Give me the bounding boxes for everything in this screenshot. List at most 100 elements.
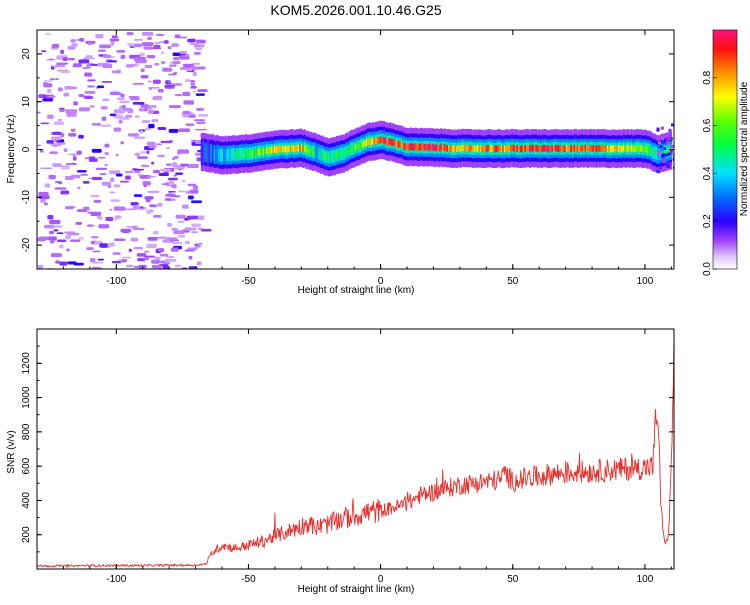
ridge-cell bbox=[668, 147, 671, 155]
noise-cell bbox=[62, 57, 68, 61]
ridge-cell bbox=[338, 151, 341, 158]
ridge-cell bbox=[562, 144, 565, 152]
noise-cell bbox=[157, 127, 167, 130]
edge-blob bbox=[656, 167, 660, 171]
ridge-cell bbox=[643, 145, 646, 153]
noise-cell bbox=[151, 119, 159, 122]
noise-cell bbox=[120, 54, 126, 60]
ridge-cell bbox=[432, 143, 435, 151]
ridge-cell bbox=[245, 149, 248, 157]
noise-cell bbox=[162, 265, 170, 269]
ridge-cell bbox=[527, 144, 530, 152]
noise-cell bbox=[134, 152, 141, 156]
ridge-cell bbox=[519, 145, 522, 153]
ridge-cell bbox=[232, 150, 235, 158]
ridge-cell bbox=[378, 136, 381, 144]
ridge-cell bbox=[221, 151, 224, 159]
edge-blob bbox=[661, 154, 665, 158]
noise-cell bbox=[90, 194, 100, 198]
ridge-cell bbox=[587, 145, 590, 153]
noise-cell bbox=[151, 47, 162, 50]
noise-cell bbox=[107, 60, 117, 63]
ridge-cell bbox=[342, 150, 344, 158]
noise-cell bbox=[140, 107, 145, 111]
edge-blob bbox=[669, 152, 673, 156]
spectrogram-y-label: Frequency (Hz) bbox=[6, 115, 17, 184]
noise-cell bbox=[145, 199, 151, 203]
ridge-cell bbox=[457, 144, 460, 152]
noise-cell bbox=[177, 149, 189, 154]
noise-cell bbox=[197, 89, 208, 93]
ridge-cell bbox=[595, 145, 598, 153]
noise-cell bbox=[57, 119, 62, 121]
noise-cell bbox=[151, 264, 162, 269]
spectrogram-y-tick-label: 20 bbox=[21, 48, 32, 60]
ridge-cell bbox=[276, 146, 279, 153]
noise-cell bbox=[43, 83, 53, 88]
ridge-cell bbox=[375, 137, 378, 145]
ridge-cell bbox=[326, 153, 328, 160]
noise-cell bbox=[134, 115, 140, 118]
edge-blob bbox=[666, 141, 670, 145]
noise-cell bbox=[110, 177, 115, 182]
spectrogram-x-tick-label: 100 bbox=[637, 276, 654, 287]
noise-cell bbox=[132, 82, 144, 85]
noise-cell bbox=[113, 184, 121, 188]
ridge-cell bbox=[332, 152, 335, 160]
edge-blob bbox=[665, 161, 669, 165]
noise-cell bbox=[167, 223, 172, 227]
noise-cell bbox=[41, 50, 47, 53]
noise-cell bbox=[53, 121, 65, 125]
noise-cell bbox=[153, 44, 161, 48]
snr-y-tick-label: 400 bbox=[21, 492, 32, 509]
noise-cell bbox=[91, 148, 102, 153]
ridge-cell bbox=[434, 144, 436, 152]
ridge-cell bbox=[430, 144, 433, 151]
noise-cell bbox=[83, 95, 92, 99]
noise-cell bbox=[126, 32, 134, 36]
noise-cell bbox=[100, 106, 108, 110]
noise-cell bbox=[149, 204, 157, 208]
ridge-cell bbox=[305, 146, 308, 154]
ridge-cell bbox=[571, 145, 574, 153]
noise-cell bbox=[196, 107, 204, 111]
noise-cell bbox=[49, 151, 58, 155]
noise-cell bbox=[86, 247, 94, 251]
ridge-cell bbox=[460, 144, 463, 152]
ridge-cell bbox=[248, 150, 251, 158]
noise-cell bbox=[78, 237, 84, 240]
noise-cell bbox=[127, 109, 134, 114]
ridge-cell bbox=[635, 144, 638, 152]
ridge-cell bbox=[296, 144, 298, 152]
edge-blob bbox=[670, 144, 674, 148]
noise-cell bbox=[175, 214, 186, 219]
noise-cell bbox=[140, 75, 149, 79]
edge-blob bbox=[669, 137, 673, 141]
ridge-cell bbox=[549, 145, 552, 153]
noise-cell bbox=[91, 236, 99, 239]
noise-cell bbox=[64, 86, 72, 90]
noise-cell bbox=[65, 109, 78, 114]
noise-cell bbox=[84, 72, 92, 77]
ridge-cell bbox=[486, 145, 489, 152]
ridge-cell bbox=[416, 143, 419, 151]
noise-cell bbox=[198, 114, 209, 117]
ridge-cell bbox=[411, 143, 414, 151]
noise-cell bbox=[172, 60, 181, 65]
noise-cell bbox=[120, 141, 124, 145]
noise-cell bbox=[156, 143, 162, 146]
ridge-cell bbox=[357, 143, 360, 150]
noise-cell bbox=[48, 230, 55, 235]
ridge-cell bbox=[537, 145, 539, 153]
noise-cell bbox=[130, 202, 139, 206]
ridge-cell bbox=[545, 144, 547, 152]
ridge-cell bbox=[364, 140, 367, 148]
noise-cell bbox=[68, 133, 77, 137]
noise-cell bbox=[83, 57, 95, 60]
ridge-cell bbox=[204, 148, 206, 156]
noise-cell bbox=[112, 116, 124, 119]
noise-cell bbox=[146, 150, 150, 154]
ridge-cell bbox=[307, 146, 309, 154]
ridge-cell bbox=[311, 148, 314, 156]
